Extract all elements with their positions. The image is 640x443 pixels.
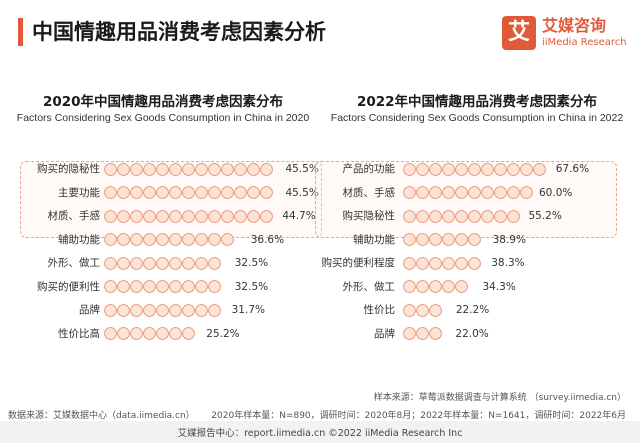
title-accent-bar bbox=[18, 18, 23, 46]
value-label: 55.2% bbox=[528, 210, 562, 222]
value-label: 44.7% bbox=[282, 210, 316, 222]
value-label: 45.5% bbox=[285, 186, 319, 199]
category-label: 辅助功能 bbox=[353, 233, 395, 246]
bar bbox=[403, 162, 546, 176]
value-label: 34.3% bbox=[482, 280, 516, 293]
category-label: 产品的功能 bbox=[342, 163, 396, 175]
chart-2022-title: 2022年中国情趣用品消费考虑因素分布 bbox=[356, 94, 598, 110]
value-label: 32.5% bbox=[234, 280, 269, 293]
category-label: 材质、手感 bbox=[342, 186, 396, 199]
category-label: 品牌 bbox=[79, 304, 100, 316]
sample-source: 样本来源：草莓派数据调查与计算系统 （survey.iimedia.cn） bbox=[373, 393, 626, 403]
bar bbox=[104, 256, 221, 270]
bar bbox=[104, 280, 221, 293]
iimedia-logo: 艾 艾媒咨询 iiMedia Research bbox=[502, 16, 627, 52]
top-factors-highlight bbox=[315, 161, 617, 238]
value-label: 32.5% bbox=[234, 257, 269, 269]
logo-text-en: iiMedia Research bbox=[542, 37, 627, 48]
data-source: 数据来源：艾媒数据中心（data.iimedia.cn） bbox=[8, 411, 195, 421]
value-label: 67.6% bbox=[555, 163, 590, 175]
bar bbox=[403, 256, 481, 270]
logo-mark: 艾 bbox=[502, 16, 536, 50]
category-label: 品牌 bbox=[374, 327, 395, 340]
logo-text-cn: 艾媒咨询 bbox=[542, 16, 607, 35]
value-label: 45.5% bbox=[285, 163, 319, 175]
bar bbox=[104, 209, 273, 223]
chart-2020-subtitle: Factors Considering Sex Goods Consumptio… bbox=[16, 112, 310, 124]
bar bbox=[104, 186, 273, 199]
bottom-credit: 艾媒报告中心：report.iimedia.cn ©2022 iiMedia R… bbox=[177, 428, 463, 439]
bottom-strip bbox=[0, 421, 640, 443]
category-label: 外形、做工 bbox=[47, 257, 101, 269]
value-label: 22.0% bbox=[455, 327, 489, 340]
bar bbox=[104, 162, 273, 176]
category-label: 购买的便利性 bbox=[37, 280, 100, 293]
category-label: 辅助功能 bbox=[58, 233, 100, 246]
category-label: 性价比 bbox=[363, 304, 396, 316]
category-label: 性价比高 bbox=[58, 327, 100, 340]
bar bbox=[104, 303, 221, 317]
category-label: 购买的隐秘性 bbox=[37, 163, 100, 175]
value-label: 60.0% bbox=[539, 186, 573, 199]
top-factors-highlight bbox=[20, 161, 322, 238]
category-label: 外形、做工 bbox=[342, 280, 396, 293]
value-label: 38.3% bbox=[491, 257, 525, 269]
bar bbox=[104, 327, 195, 340]
sample-info: 2020年样本量：N=890，调研时间：2020年8月；2022年样本量：N=1… bbox=[211, 411, 626, 421]
value-label: 38.9% bbox=[492, 233, 526, 246]
value-label: 36.6% bbox=[250, 233, 285, 246]
value-label: 22.2% bbox=[455, 304, 490, 316]
category-label: 材质、手感 bbox=[47, 210, 101, 222]
value-label: 25.2% bbox=[206, 327, 240, 340]
bar bbox=[403, 233, 481, 246]
category-label: 购买的便利程度 bbox=[321, 257, 396, 269]
bar bbox=[403, 186, 533, 199]
category-label: 主要功能 bbox=[58, 186, 100, 199]
chart-2020-title: 2020年中国情趣用品消费考虑因素分布 bbox=[42, 94, 284, 110]
bar bbox=[403, 303, 442, 317]
chart-2022-subtitle: Factors Considering Sex Goods Consumptio… bbox=[330, 112, 624, 124]
bar bbox=[403, 280, 468, 293]
bar bbox=[403, 209, 520, 223]
bar bbox=[104, 233, 234, 246]
page-title: 中国情趣用品消费考虑因素分析 bbox=[32, 20, 326, 44]
bar bbox=[403, 327, 442, 340]
category-label: 购买隐秘性 bbox=[342, 210, 396, 222]
value-label: 31.7% bbox=[231, 304, 265, 316]
